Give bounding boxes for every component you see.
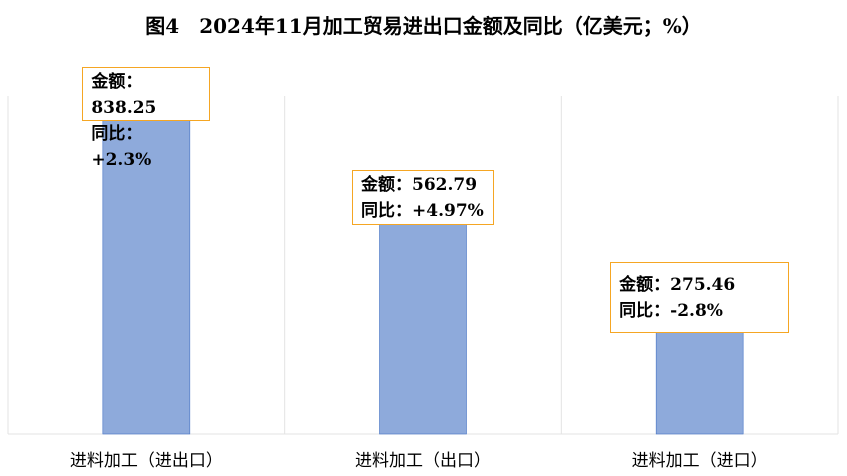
data-label: 金额：838.25 同比：+2.3% [82,67,211,170]
category-label: 进料加工（进出口） [69,451,223,471]
yoy-label: 同比：+4.97% [361,201,484,222]
amount-label: 金额：275.46 [619,275,736,296]
bar [102,118,191,435]
yoy-label: 同比：+2.3% [91,124,152,171]
data-label: 金额：275.46 同比：-2.8% [610,261,790,333]
category-label: 进料加工（出口） [355,451,491,471]
data-label: 金额：562.79 同比：+4.97% [352,169,494,225]
amount-label: 金额：838.25 [91,72,157,119]
yoy-label: 同比：-2.8% [619,301,723,322]
bar [379,222,467,435]
chart-title: 图4 2024年11月加工贸易进出口金额及同比（亿美元；%） [145,14,702,38]
bar [655,330,744,435]
amount-label: 金额：562.79 [361,175,478,196]
category-label: 进料加工（进口） [631,451,768,471]
